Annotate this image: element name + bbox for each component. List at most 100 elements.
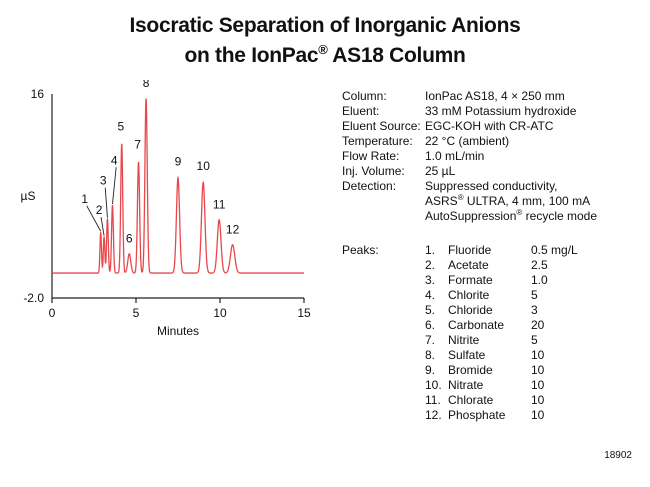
temperature-label: Temperature: [342,134,413,148]
x-tick-label: 10 [213,306,227,320]
detection-autosuppression: AutoSuppression [425,209,517,223]
peak-label: 4 [111,153,118,167]
empty-cell [342,303,425,318]
condition-row-detection-2: ASRS® ULTRA, 4 mm, 100 mA [342,194,597,209]
condition-row-injection: Inj. Volume: 25 µL [342,164,597,179]
peak-concentration: 10 [531,378,578,393]
empty-cell [342,333,425,348]
empty-cell [342,318,425,333]
peak-number: 6. [425,318,436,332]
x-tick-label: 5 [133,306,140,320]
x-tick-label: 15 [297,306,311,320]
peak-row: 11. Chlorate 10 [342,393,578,408]
peak-number: 11. [425,393,441,407]
peak-number: 1. [425,243,436,257]
peak-name: Nitrate [448,378,484,392]
peak-number: 5. [425,303,436,317]
peak-row: 7. Nitrite 5 [342,333,578,348]
y-tick-label-bottom: -2.0 [23,291,44,305]
column-label: Column: [342,89,387,103]
peak-concentration: 10 [531,393,578,408]
condition-row-detection-3: AutoSuppression® recycle mode [342,209,597,224]
peak-row: 9. Bromide 10 [342,363,578,378]
peak-name: Phosphate [448,408,506,422]
eluent-label: Eluent: [342,104,380,118]
peak-name: Formate [448,273,493,287]
injection-volume-label: Inj. Volume: [342,164,405,178]
peak-concentration-value: 10 [531,393,545,407]
peak-leader-line [112,167,117,205]
peak-name: Acetate [448,258,489,272]
registered-mark: ® [318,42,328,57]
peak-row: 12. Phosphate 10 [342,408,578,423]
peak-concentration: 5 [531,333,578,348]
peak-row: 6. Carbonate 20 [342,318,578,333]
y-axis-label: µS [21,189,36,203]
peak-concentration-value: 5 [531,333,538,347]
peak-concentration: 2.5 [531,258,578,273]
peak-leader-line [100,217,105,236]
chromatogram-trace [52,98,304,274]
peak-name: Chlorite [448,288,490,302]
peak-concentration: 3 [531,303,578,318]
peak-label: 12 [226,222,240,236]
detection-autosuppression-rest: recycle mode [522,209,598,223]
eluent-value: 33 mM Potassium hydroxide [425,104,577,118]
eluent-source-value: EGC-KOH with CR-ATC [425,119,554,133]
peak-name: Chlorate [448,393,494,407]
empty-cell [342,363,425,378]
peak-number: 8. [425,348,436,362]
conditions-table: Column: IonPac AS18, 4 × 250 mm Eluent: 33… [342,89,597,224]
peak-name: Fluoride [448,243,492,257]
condition-row-column: Column: IonPac AS18, 4 × 250 mm [342,89,597,104]
condition-row-detection: Detection: Suppressed conductivity, [342,179,597,194]
peak-label: 1 [81,192,88,206]
figure-id: 18902 [604,450,632,461]
peak-label: 6 [126,231,133,245]
empty-cell [342,408,425,423]
peak-concentration-value: 10 [531,363,545,377]
peak-concentration-value: 0.5 [531,243,548,257]
chart-title-line-1: Isocratic Separation of Inorganic Anions [129,14,521,37]
peak-concentration-value: 10 [531,378,545,392]
eluent-source-label: Eluent Source: [342,119,421,133]
peak-concentration-value: 1.0 [531,273,548,287]
peak-concentration: 20 [531,318,578,333]
peak-label: 3 [100,174,107,188]
peak-number: 9. [425,363,436,377]
peak-leader-line [86,205,102,232]
peak-row: 8. Sulfate 10 [342,348,578,363]
flow-rate-value: 1.0 mL/min [425,149,485,163]
condition-row-flow: Flow Rate: 1.0 mL/min [342,149,597,164]
peak-name: Sulfate [448,348,486,362]
peak-name: Bromide [448,363,493,377]
chart-title-line-2: on the IonPac® AS18 Column [0,42,650,68]
condition-row-eluent: Eluent: 33 mM Potassium hydroxide [342,104,597,119]
x-tick-label: 0 [49,306,56,320]
title-line-2-text: on the IonPac [184,44,319,67]
peaks-table: Peaks: 1. Fluoride 0.5 mg/L 2. Acetate 2.5 3. Fo… [342,243,578,423]
detection-value-1: Suppressed conductivity, [425,179,558,193]
peak-concentration: 1.0 [531,273,578,288]
empty-cell [342,194,425,209]
empty-cell [342,348,425,363]
peak-row: 5. Chloride 3 [342,303,578,318]
y-tick-label-top: 16 [31,87,45,101]
registered-mark: ® [457,193,464,202]
detection-value-3: AutoSuppression® recycle mode [425,209,597,224]
peak-label: 5 [118,119,125,133]
peak-concentration-value: 20 [531,318,545,332]
peak-concentration-value: 10 [531,408,545,422]
peak-name: Chloride [448,303,493,317]
peak-number: 2. [425,258,436,272]
peak-label: 11 [213,197,226,211]
peak-concentration-value: 2.5 [531,258,548,272]
condition-row-temperature: Temperature: 22 °C (ambient) [342,134,597,149]
detection-asrs: ASRS [425,194,458,208]
empty-cell [342,393,425,408]
peak-concentration-value: 5 [531,288,538,302]
peak-row: 3. Formate 1.0 [342,273,578,288]
peaks-table-body: Peaks: 1. Fluoride 0.5 mg/L 2. Acetate 2.5 3. Fo… [342,243,578,423]
peak-label: 8 [143,80,150,90]
